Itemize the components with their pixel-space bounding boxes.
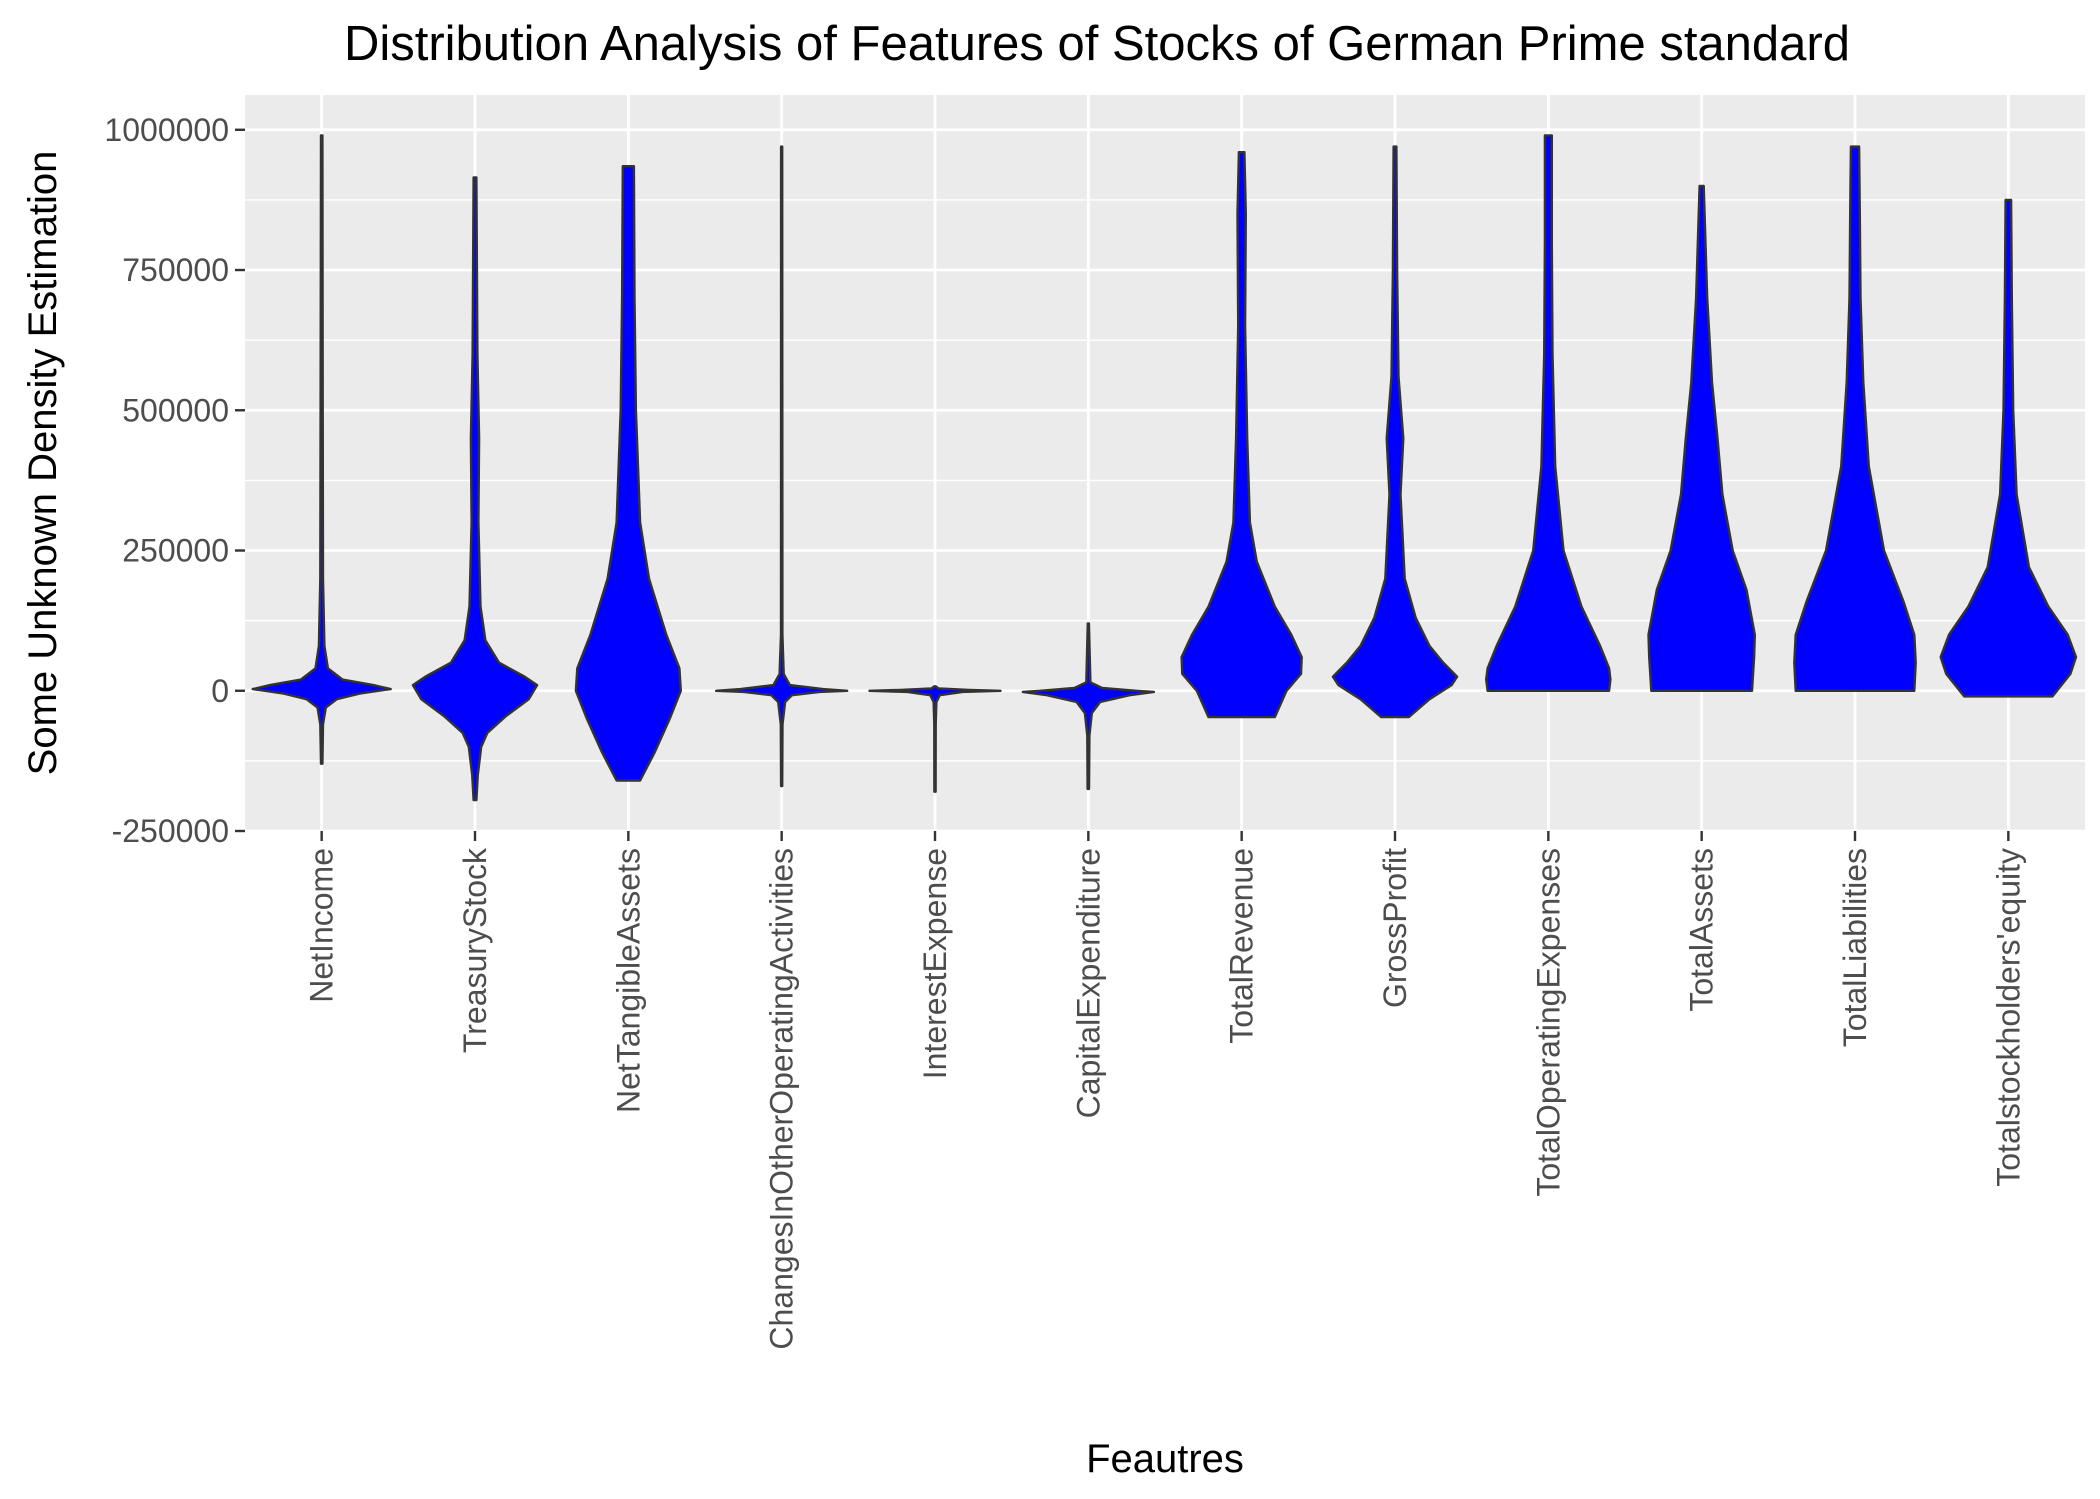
x-tick-label: TotalLiabilities xyxy=(1837,848,1873,1047)
violin-totalstockholders-equity xyxy=(1939,198,2078,698)
y-tick-label: 0 xyxy=(211,673,229,709)
plot-panel xyxy=(245,95,2085,831)
violin-interestexpense xyxy=(868,685,1002,793)
violin-totalrevenue xyxy=(1180,151,1303,719)
x-tick-label: Totalstockholders'equity xyxy=(1990,848,2026,1187)
x-tick-label: ChangesInOtherOperatingActivities xyxy=(764,848,800,1350)
violin-netincome xyxy=(251,134,392,765)
violin-treasurystock xyxy=(411,176,539,802)
x-tick-label: TotalRevenue xyxy=(1224,848,1260,1044)
violins xyxy=(251,134,2078,802)
violin-changesinotheroperatingactivities xyxy=(714,145,849,788)
y-axis: -250000 0 250000 500000 750000 1000000 xyxy=(104,112,245,849)
x-tick-label: NetIncome xyxy=(304,848,340,1003)
violin-nettangibleassets xyxy=(574,165,682,782)
y-tick-label: -250000 xyxy=(112,813,229,849)
x-tick-label: TotalOperatingExpenses xyxy=(1530,848,1566,1197)
x-axis: NetIncome TreasuryStock NetTangibleAssets C… xyxy=(304,831,2026,1350)
y-tick-label: 750000 xyxy=(122,252,229,288)
x-tick-label: TotalAssets xyxy=(1684,848,1720,1012)
x-tick-label: CapitalExpenditure xyxy=(1070,848,1106,1118)
x-tick-label: GrossProfit xyxy=(1377,848,1413,1008)
y-tick-label: 500000 xyxy=(122,392,229,428)
x-axis-title: Feautres xyxy=(1086,1437,1244,1481)
x-tick-label: TreasuryStock xyxy=(457,847,493,1053)
y-tick-label: 250000 xyxy=(122,533,229,569)
violin-totalliabilities xyxy=(1793,145,1917,692)
y-tick-label: 1000000 xyxy=(104,112,229,148)
violin-grossprofit xyxy=(1331,145,1459,719)
y-axis-title: Some Unknown Density Estimation xyxy=(21,151,65,776)
violin-totalassets xyxy=(1647,184,1756,692)
chart-title: Distribution Analysis of Features of Sto… xyxy=(344,17,1850,71)
x-tick-label: NetTangibleAssets xyxy=(610,848,646,1113)
x-tick-label: InterestExpense xyxy=(917,848,953,1079)
violin-totaloperatingexpenses xyxy=(1485,134,1612,692)
violin-capitalexpenditure xyxy=(1021,622,1156,791)
